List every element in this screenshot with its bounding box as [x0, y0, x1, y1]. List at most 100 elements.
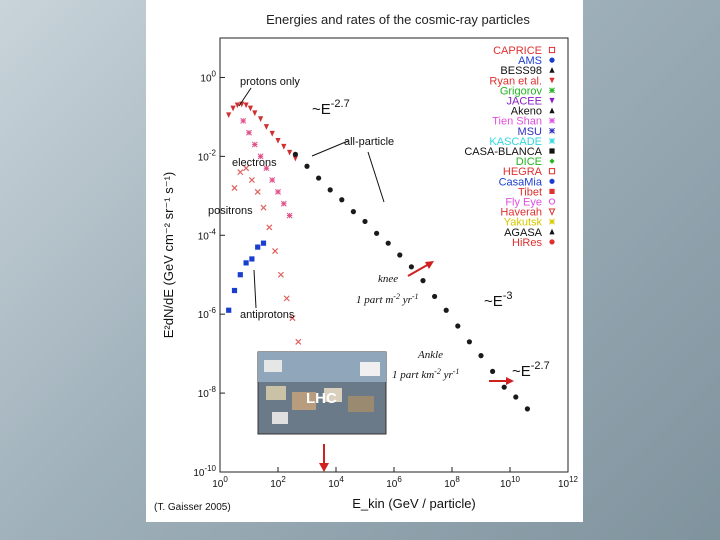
ankle-rate-label: 1 part km-2 yr-1	[392, 367, 459, 381]
data-point	[251, 141, 258, 148]
antiprotons-label: antiprotons	[240, 309, 295, 321]
data-point	[455, 323, 461, 329]
legend-marker	[549, 228, 555, 235]
data-point	[432, 293, 438, 300]
legend-marker	[549, 178, 555, 184]
x-tick-label: 104	[328, 475, 344, 490]
citation-label: (T. Gaisser 2005)	[154, 502, 231, 513]
knee-rate-label: 1 part m-2 yr-1	[356, 292, 419, 306]
legend-marker	[548, 168, 556, 175]
protons-only-label: protons only	[240, 76, 300, 88]
legend-label: Tibet	[518, 186, 542, 198]
data-point	[501, 384, 507, 390]
legend-marker	[549, 218, 555, 225]
legend-marker	[549, 137, 555, 144]
data-point	[292, 151, 298, 157]
data-point	[249, 256, 255, 262]
x-tick-label: 1012	[558, 475, 579, 490]
chart-title: Energies and rates of the cosmic-ray par…	[266, 12, 530, 27]
data-point	[283, 295, 290, 302]
legend-label: HiRes	[512, 237, 542, 249]
data-point	[231, 184, 238, 191]
data-point	[272, 248, 279, 255]
data-point	[362, 218, 368, 225]
series-2	[240, 117, 293, 219]
data-point	[275, 137, 281, 144]
data-point	[252, 110, 258, 117]
knee-arrow	[407, 263, 430, 277]
data-point	[275, 188, 281, 195]
data-point	[289, 315, 296, 322]
legend-label: AGASA	[504, 227, 543, 239]
protons-pointer	[238, 87, 252, 107]
lhc-label: LHC	[306, 390, 337, 407]
data-point	[466, 339, 472, 345]
all-particle-label: all-particle	[344, 136, 394, 148]
series-4	[226, 240, 267, 313]
data-point	[263, 165, 270, 172]
legend-label: HEGRA	[503, 166, 543, 178]
data-point	[237, 272, 243, 278]
data-point	[263, 124, 269, 130]
legend-marker	[548, 208, 556, 216]
legend-marker	[548, 198, 556, 205]
data-point	[513, 394, 519, 400]
data-point	[374, 230, 380, 236]
data-point	[230, 105, 236, 112]
data-point	[350, 209, 356, 215]
slide-panel: Energies and rates of the cosmic-ray par…	[146, 0, 583, 522]
x-tick-label: 108	[444, 475, 460, 490]
data-point	[266, 224, 273, 231]
y-tick-label: 10-4	[198, 227, 217, 242]
data-point	[260, 240, 267, 246]
data-point	[258, 116, 264, 122]
data-point	[490, 368, 496, 374]
data-point	[247, 105, 254, 112]
legend-marker	[549, 188, 555, 194]
legend-marker	[549, 107, 555, 114]
legend-label: Ryan et al.	[489, 75, 542, 87]
data-point	[339, 197, 345, 203]
legend-label: MSU	[518, 126, 543, 138]
lhc-photo	[257, 351, 387, 435]
electrons-label: electrons	[232, 157, 277, 169]
ankle-arrowhead	[506, 377, 514, 385]
data-point	[257, 153, 264, 160]
data-point	[280, 200, 287, 207]
legend-label: CAPRICE	[493, 45, 542, 57]
legend-marker	[549, 57, 555, 63]
data-point	[385, 240, 391, 246]
legend-label: Fly Eye	[505, 197, 542, 209]
y-tick-label: 10-10	[193, 464, 216, 479]
y-tick-label: 10-8	[198, 385, 217, 400]
data-point	[237, 169, 244, 176]
data-point	[420, 278, 426, 284]
x-tick-label: 102	[270, 475, 286, 490]
series-3	[231, 165, 302, 345]
data-point	[269, 130, 275, 137]
cosmic-ray-chart: Energies and rates of the cosmic-ray par…	[154, 12, 579, 513]
slope-label-3: ~E-2.7	[512, 360, 550, 380]
data-point	[234, 102, 240, 109]
y-tick-label: 10-2	[198, 148, 217, 163]
data-point	[226, 112, 232, 119]
legend-marker	[548, 46, 556, 54]
legend-label: Haverah	[500, 207, 542, 219]
data-point	[243, 165, 250, 172]
data-point	[277, 271, 284, 278]
positrons-label: positrons	[208, 205, 253, 217]
legend-marker	[549, 239, 555, 245]
series-0	[226, 101, 298, 162]
x-tick-label: 1010	[500, 475, 521, 490]
legend-label: CasaMia	[499, 176, 543, 188]
legend-marker	[549, 87, 555, 94]
data-point	[443, 307, 449, 313]
legend-label: BESS98	[500, 65, 542, 77]
data-point	[397, 252, 403, 258]
all-particle-pointer-2	[367, 151, 385, 203]
slope-label-1: ~E-2.7	[312, 98, 350, 118]
legend-label: AMS	[518, 55, 542, 67]
data-point	[304, 163, 310, 169]
data-point	[524, 406, 530, 412]
x-axis-label: E_kin (GeV / particle)	[352, 496, 476, 511]
